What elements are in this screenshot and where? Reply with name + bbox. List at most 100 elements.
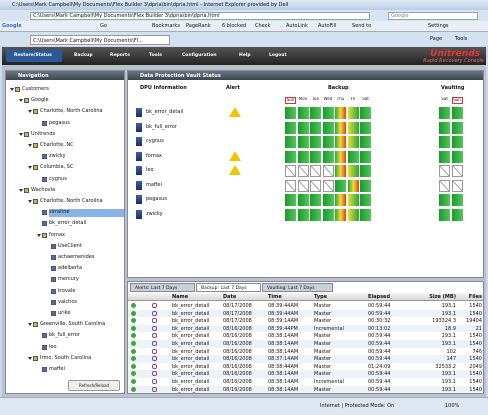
tree-node[interactable]: Charlotte, North Carolina	[40, 198, 103, 204]
status-cell[interactable]	[360, 179, 371, 192]
status-cell[interactable]	[360, 136, 371, 148]
toolbar-button[interactable]: Restore/Status	[6, 50, 62, 62]
tree-node[interactable]: vaichos	[58, 298, 77, 305]
status-cell[interactable]	[347, 121, 359, 134]
tree-node[interactable]: bk_error_detail	[49, 220, 87, 227]
status-cell[interactable]	[285, 107, 296, 119]
table-row[interactable]	[128, 317, 483, 325]
status-cell[interactable]	[451, 179, 463, 192]
toolbar-item[interactable]: Settings	[428, 23, 449, 29]
tree-toggle[interactable]	[28, 356, 32, 361]
dpu-name[interactable]: maffei	[146, 181, 162, 188]
status-cell[interactable]	[360, 121, 371, 134]
status-cell[interactable]	[335, 121, 346, 134]
menu-tools[interactable]: Tools	[455, 36, 468, 42]
status-cell[interactable]	[310, 208, 321, 221]
status-cell[interactable]	[297, 208, 309, 221]
status-cell[interactable]	[285, 136, 296, 148]
tree-node[interactable]: Customers	[22, 86, 49, 92]
status-cell[interactable]	[322, 165, 334, 177]
status-cell[interactable]	[297, 121, 309, 134]
dpu-name[interactable]: fornax	[146, 152, 162, 159]
tree-node[interactable]: UseClient	[58, 242, 82, 249]
refresh-button[interactable]: Refresh/Reload	[68, 380, 120, 391]
status-cell[interactable]	[297, 150, 309, 163]
column-header[interactable]: Files	[468, 294, 482, 300]
alert-icon[interactable]	[229, 150, 241, 161]
status-cell[interactable]	[439, 208, 450, 221]
toolbar-item[interactable]: PageRank	[186, 23, 211, 29]
status-cell[interactable]	[285, 179, 296, 192]
toolbar-item[interactable]: Bookmarks	[152, 23, 180, 29]
toolbar-item[interactable]: AutoFill	[318, 23, 337, 29]
tree-node[interactable]: fornax	[49, 231, 65, 238]
status-cell[interactable]	[451, 208, 463, 221]
status-cell[interactable]	[322, 150, 334, 163]
tree-toggle[interactable]	[28, 166, 32, 170]
search-box[interactable]: Google	[388, 12, 478, 20]
table-row[interactable]	[128, 302, 483, 310]
status-cell[interactable]	[310, 136, 321, 148]
tree-node[interactable]: Google	[31, 97, 49, 104]
tree-node[interactable]: Charlotte, NC	[40, 142, 74, 148]
column-header[interactable]: Time	[268, 294, 282, 300]
tree-toggle[interactable]	[28, 110, 32, 114]
status-cell[interactable]	[347, 150, 359, 163]
status-cell[interactable]	[335, 194, 346, 206]
tree-node[interactable]: Columbia, SC	[40, 164, 74, 171]
table-row[interactable]	[128, 362, 483, 371]
status-cell[interactable]	[335, 165, 346, 177]
status-cell[interactable]	[322, 194, 334, 206]
status-cell[interactable]	[439, 165, 450, 177]
column-header[interactable]: Elapsed	[368, 294, 391, 300]
status-cell[interactable]	[335, 107, 346, 119]
status-cell[interactable]	[310, 194, 321, 206]
table-row[interactable]	[128, 309, 483, 318]
tree-node[interactable]: cygnus	[49, 175, 67, 182]
tree-toggle[interactable]	[28, 200, 32, 204]
column-header[interactable]: Size (MB)	[429, 294, 456, 300]
status-cell[interactable]	[360, 165, 371, 177]
status-cell[interactable]	[335, 179, 346, 192]
tree-toggle[interactable]	[19, 99, 23, 103]
alert-icon[interactable]	[229, 107, 241, 117]
column-header[interactable]: Type	[314, 294, 328, 300]
status-cell[interactable]	[310, 150, 321, 163]
dpu-name[interactable]: bk_full_error	[146, 123, 177, 130]
status-cell[interactable]	[451, 136, 463, 148]
status-cell[interactable]	[297, 107, 309, 119]
status-cell[interactable]	[451, 150, 463, 163]
tree-node[interactable]: zwicky	[49, 153, 66, 160]
tree-node[interactable]: leo	[49, 343, 57, 350]
status-cell[interactable]	[335, 208, 346, 221]
column-header[interactable]: Name	[172, 294, 189, 300]
tree-toggle[interactable]	[19, 188, 23, 193]
alert-icon[interactable]	[229, 165, 241, 175]
status-cell[interactable]	[439, 121, 450, 134]
toolbar-item[interactable]: 6 blocked	[222, 23, 247, 29]
table-row[interactable]	[128, 347, 483, 356]
dpu-name[interactable]: leo	[146, 167, 154, 173]
tree-node[interactable]: Charlotte, North Carolina	[40, 108, 103, 115]
status-cell[interactable]	[451, 165, 463, 177]
dpu-name[interactable]: bk_error_detail	[146, 109, 184, 115]
toolbar-button[interactable]: Help	[239, 53, 251, 58]
status-cell[interactable]	[297, 165, 309, 177]
status-cell[interactable]	[297, 136, 309, 148]
toolbar-button[interactable]: Logout	[269, 53, 287, 58]
status-cell[interactable]	[285, 121, 296, 134]
column-header[interactable]: Date	[223, 294, 237, 300]
tree-node[interactable]: pegasus	[49, 119, 70, 126]
tree-node[interactable]: Unitrends	[31, 130, 56, 137]
tree-node[interactable]: adelberta	[58, 265, 83, 272]
tree-node[interactable]: achaemenides	[58, 254, 95, 260]
status-cell[interactable]	[335, 150, 346, 163]
status-cell[interactable]	[347, 179, 359, 192]
status-cell[interactable]	[322, 121, 334, 134]
toolbar-item[interactable]: Check	[255, 23, 271, 29]
tree-node[interactable]: bk_full_error	[49, 332, 80, 339]
browser-tab[interactable]: C:\Users\Mark Campbell\My Documents\Fl..…	[30, 35, 170, 45]
tree-toggle[interactable]	[19, 132, 23, 137]
toolbar-button[interactable]: Tools	[149, 53, 162, 58]
status-cell[interactable]	[439, 107, 450, 119]
